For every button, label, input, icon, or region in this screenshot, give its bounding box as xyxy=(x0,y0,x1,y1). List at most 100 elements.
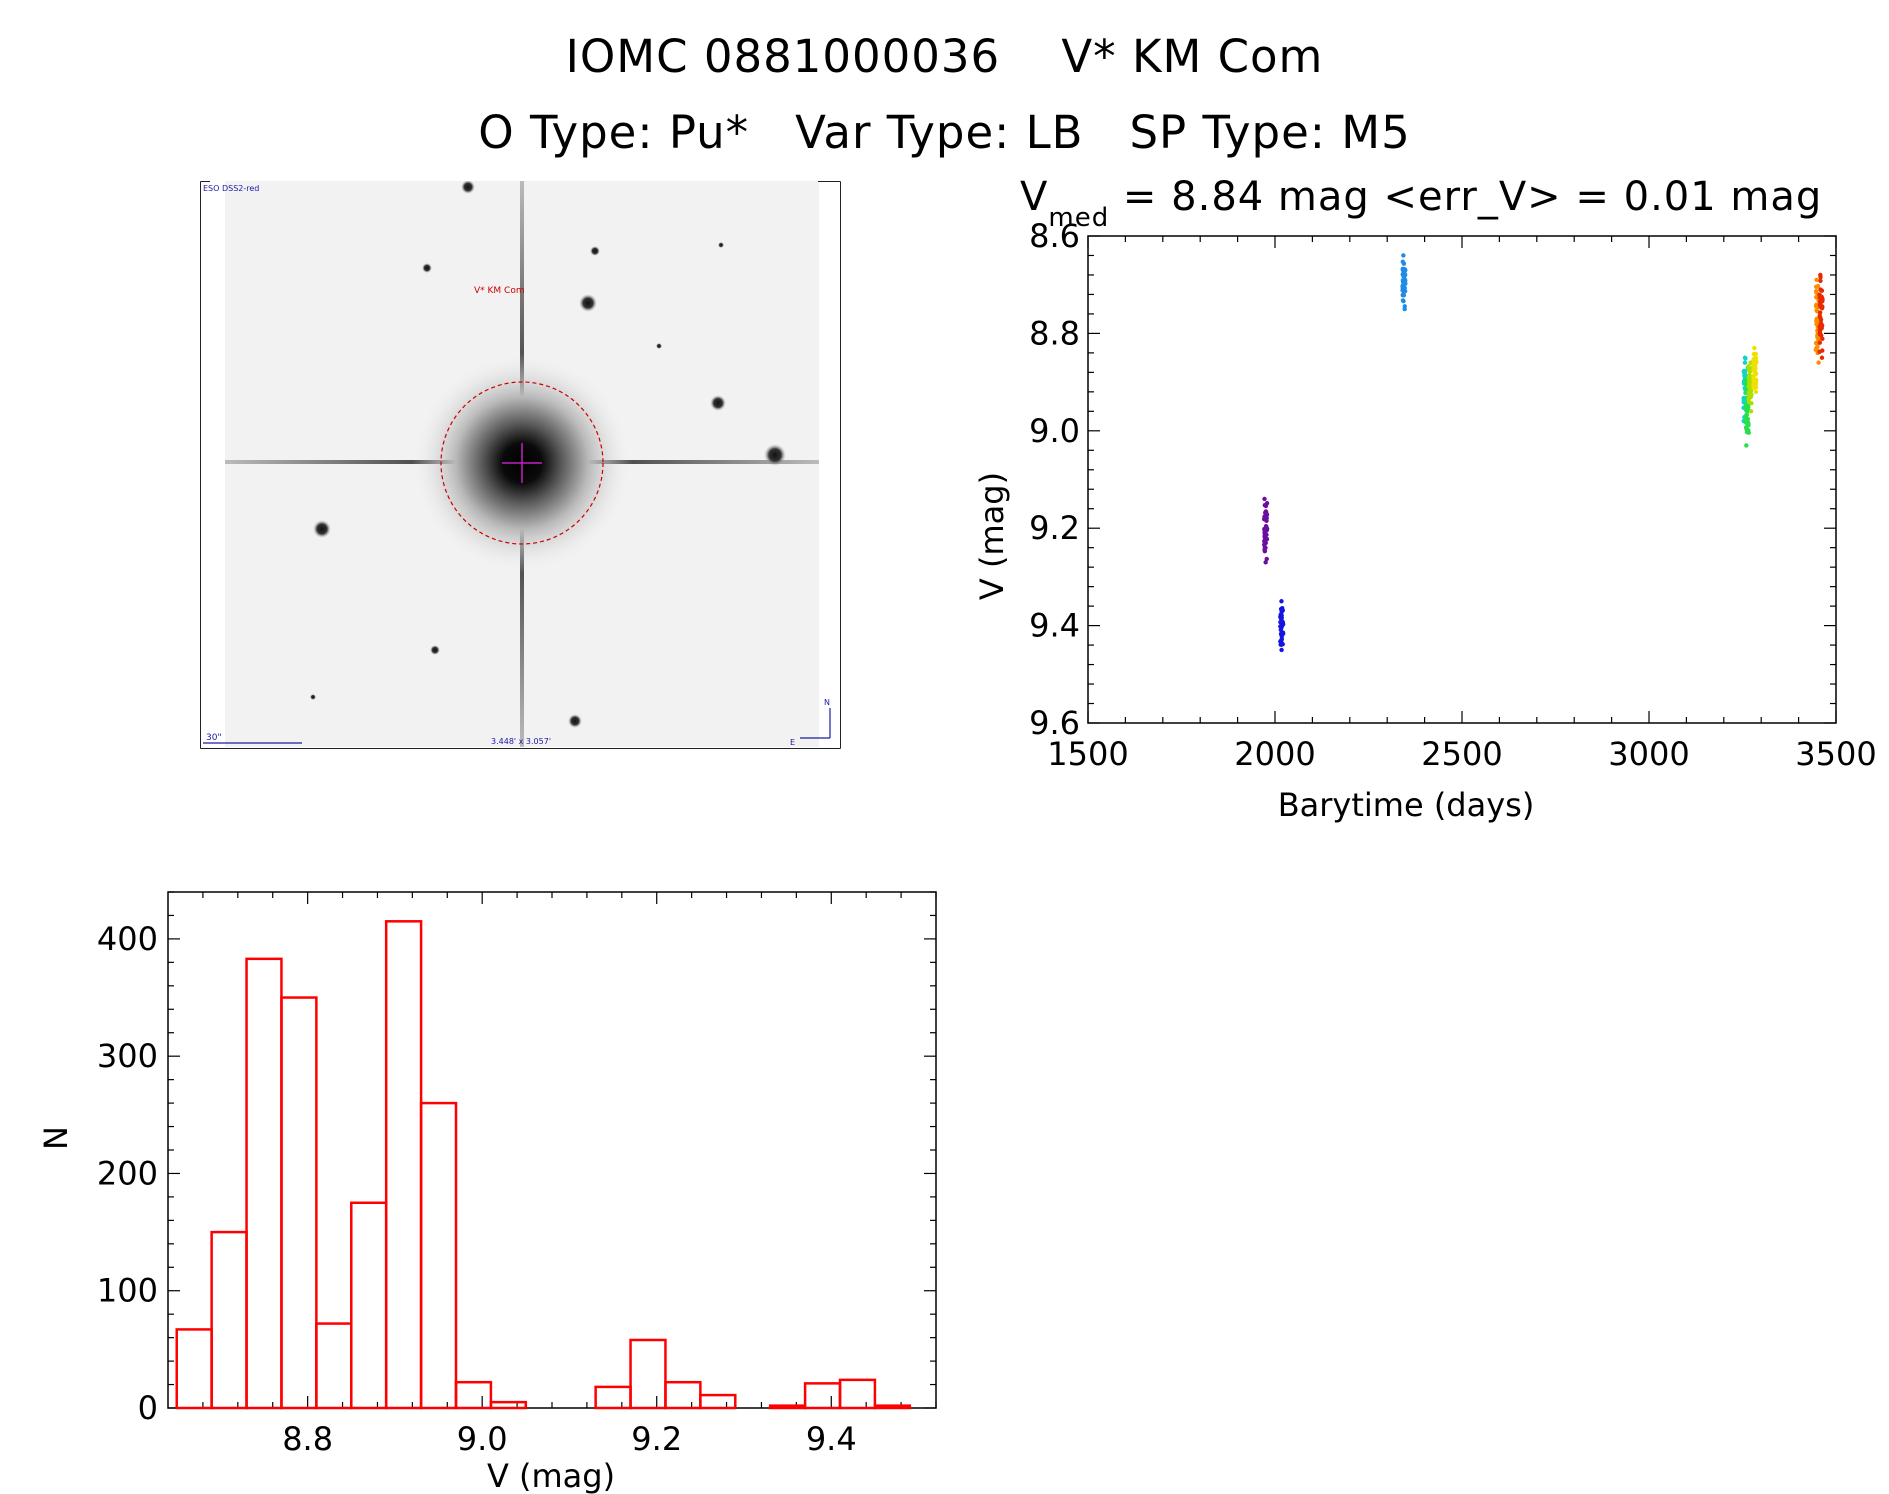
lc-point xyxy=(1751,373,1756,379)
lc-xtick-label: 2000 xyxy=(1234,735,1315,773)
lc-point xyxy=(1262,502,1268,508)
histogram-bar xyxy=(419,1101,458,1410)
histogram-bar xyxy=(629,1338,667,1410)
lc-point xyxy=(1818,278,1823,284)
lc-point xyxy=(1748,409,1754,414)
lc-point xyxy=(1745,422,1751,427)
lc-point xyxy=(1818,302,1823,308)
lc-point xyxy=(1263,560,1268,565)
lc-point xyxy=(1280,631,1286,637)
lc-point xyxy=(1818,287,1823,292)
lc-point-group xyxy=(1261,496,1270,565)
lc-point xyxy=(1744,443,1749,448)
lc-point xyxy=(1817,349,1822,355)
lc-point xyxy=(1815,344,1820,350)
lc-ytick-label: 9.6 xyxy=(1029,704,1080,742)
target-circle xyxy=(440,381,604,545)
lc-point xyxy=(1820,336,1825,341)
lc-point xyxy=(1818,274,1823,280)
lc-ytick-label: 9.0 xyxy=(1029,412,1080,450)
lc-xtick-label: 3500 xyxy=(1795,735,1876,773)
hist-ytick-label: 300 xyxy=(97,1037,158,1075)
lc-point xyxy=(1744,412,1750,417)
lc-point-group xyxy=(1751,345,1759,395)
lc-point xyxy=(1400,292,1406,297)
lc-point xyxy=(1814,308,1819,313)
lc-point xyxy=(1264,510,1269,515)
light-curve-title: Vmed = 8.84 mag <err_V> = 0.01 mag xyxy=(1020,174,1822,233)
light-curve-chart: Vmed = 8.84 mag <err_V> = 0.01 mag 1500 2… xyxy=(973,174,1877,824)
lc-point xyxy=(1279,647,1284,653)
lc-point xyxy=(1263,528,1268,533)
finder-chart-image: ESO DSS2-red V* KM Com 30" 3.448' x 3.05… xyxy=(200,181,841,749)
lc-point-group xyxy=(1278,599,1286,653)
light-curve-title-prefix: V xyxy=(1020,174,1048,220)
lc-xtick-label: 1500 xyxy=(1047,735,1128,773)
lc-ytick-label: 8.8 xyxy=(1029,314,1080,352)
histogram-bar xyxy=(175,1328,213,1410)
lc-point xyxy=(1751,378,1756,383)
lc-point xyxy=(1813,340,1819,346)
histogram-bar xyxy=(384,920,423,1410)
histogram-bar xyxy=(594,1385,632,1410)
lc-point xyxy=(1262,547,1267,552)
lc-point xyxy=(1746,375,1752,380)
lc-point xyxy=(1279,607,1285,613)
lc-point xyxy=(1400,298,1406,303)
lc-point xyxy=(1746,430,1751,435)
lc-point xyxy=(1814,277,1819,283)
lc-point xyxy=(1817,340,1823,345)
histogram-bar xyxy=(838,1378,877,1410)
lc-point xyxy=(1262,538,1267,544)
lc-point xyxy=(1817,331,1823,337)
lc-point xyxy=(1278,612,1283,618)
hist-ytick-label: 0 xyxy=(138,1389,158,1427)
lc-point xyxy=(1819,355,1825,360)
histogram-bar xyxy=(699,1393,737,1410)
lc-point xyxy=(1753,351,1758,357)
hist-ytick-label: 400 xyxy=(97,920,158,958)
histogram-bar xyxy=(315,1322,353,1410)
hist-xtick-label: 9.2 xyxy=(631,1420,682,1458)
target-label: V* KM Com xyxy=(474,286,525,296)
lc-point xyxy=(1264,556,1269,562)
plot-title: IOMC 0881000036 V* KM Com xyxy=(565,30,1324,83)
lc-point xyxy=(1262,542,1267,547)
plot-subtitle: O Type: Pu* Var Type: LB SP Type: M5 xyxy=(478,106,1411,159)
lc-point xyxy=(1753,382,1758,387)
lc-point xyxy=(1262,496,1267,502)
light-curve-title-rest: = 8.84 mag <err_V> = 0.01 mag xyxy=(1109,174,1822,220)
lc-point xyxy=(1744,407,1749,412)
lc-point xyxy=(1401,269,1407,275)
survey-label: ESO DSS2-red xyxy=(203,184,259,193)
lc-point xyxy=(1741,396,1746,401)
light-curve-xlabel: Barytime (days) xyxy=(1278,786,1535,824)
lc-point xyxy=(1815,283,1821,289)
lc-point xyxy=(1815,335,1820,340)
lc-point xyxy=(1401,286,1406,291)
hist-xtick-label: 8.8 xyxy=(282,1420,333,1458)
lc-point xyxy=(1401,253,1406,258)
lc-point xyxy=(1400,259,1406,264)
lc-point xyxy=(1278,616,1284,622)
histogram-bar xyxy=(210,1230,248,1410)
lc-xtick-label: 3000 xyxy=(1608,735,1689,773)
lc-ytick-label: 9.4 xyxy=(1029,607,1080,645)
lc-point-group xyxy=(1400,253,1408,312)
histogram-bar xyxy=(768,1404,807,1410)
lc-point xyxy=(1742,360,1748,365)
lc-point xyxy=(1743,356,1748,361)
lc-point xyxy=(1817,299,1823,304)
lc-point xyxy=(1279,638,1284,643)
lc-point xyxy=(1261,516,1267,522)
lc-point xyxy=(1817,313,1822,319)
hist-xtick-label: 9.0 xyxy=(457,1420,508,1458)
lc-point xyxy=(1753,389,1759,395)
lc-point xyxy=(1748,394,1754,400)
hist-ytick-label: 100 xyxy=(97,1272,158,1310)
lc-point xyxy=(1401,279,1406,285)
histogram-bar xyxy=(489,1400,528,1410)
lc-point xyxy=(1752,366,1758,372)
lc-point xyxy=(1749,401,1754,406)
histogram-bar xyxy=(803,1382,842,1410)
